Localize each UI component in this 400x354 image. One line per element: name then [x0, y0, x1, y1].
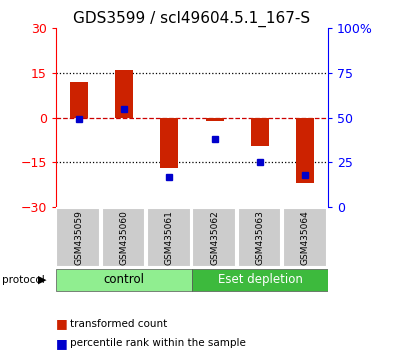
Text: GSM435059: GSM435059	[74, 210, 83, 265]
Text: GSM435063: GSM435063	[256, 210, 264, 265]
Text: GSM435060: GSM435060	[120, 210, 128, 265]
Bar	[70, 82, 88, 118]
Title: GDS3599 / scl49604.5.1_167-S: GDS3599 / scl49604.5.1_167-S	[74, 11, 310, 27]
FancyBboxPatch shape	[56, 208, 100, 267]
Bar	[296, 118, 314, 183]
FancyBboxPatch shape	[102, 208, 145, 267]
FancyBboxPatch shape	[192, 268, 328, 291]
FancyBboxPatch shape	[147, 208, 191, 267]
Text: GSM435064: GSM435064	[301, 210, 310, 264]
Text: GSM435061: GSM435061	[165, 210, 174, 265]
Text: ■: ■	[56, 318, 68, 330]
Text: transformed count: transformed count	[70, 319, 167, 329]
FancyBboxPatch shape	[283, 208, 327, 267]
Bar	[251, 118, 269, 146]
Text: GSM435062: GSM435062	[210, 210, 219, 264]
FancyBboxPatch shape	[238, 208, 281, 267]
FancyBboxPatch shape	[56, 268, 192, 291]
Text: Eset depletion: Eset depletion	[218, 273, 302, 286]
Bar	[115, 70, 133, 118]
Text: percentile rank within the sample: percentile rank within the sample	[70, 338, 246, 348]
Bar	[160, 118, 178, 169]
Text: ▶: ▶	[38, 275, 46, 285]
Text: protocol: protocol	[2, 275, 45, 285]
Bar	[206, 118, 224, 121]
Text: control: control	[104, 273, 144, 286]
Text: ■: ■	[56, 337, 68, 350]
FancyBboxPatch shape	[192, 208, 236, 267]
